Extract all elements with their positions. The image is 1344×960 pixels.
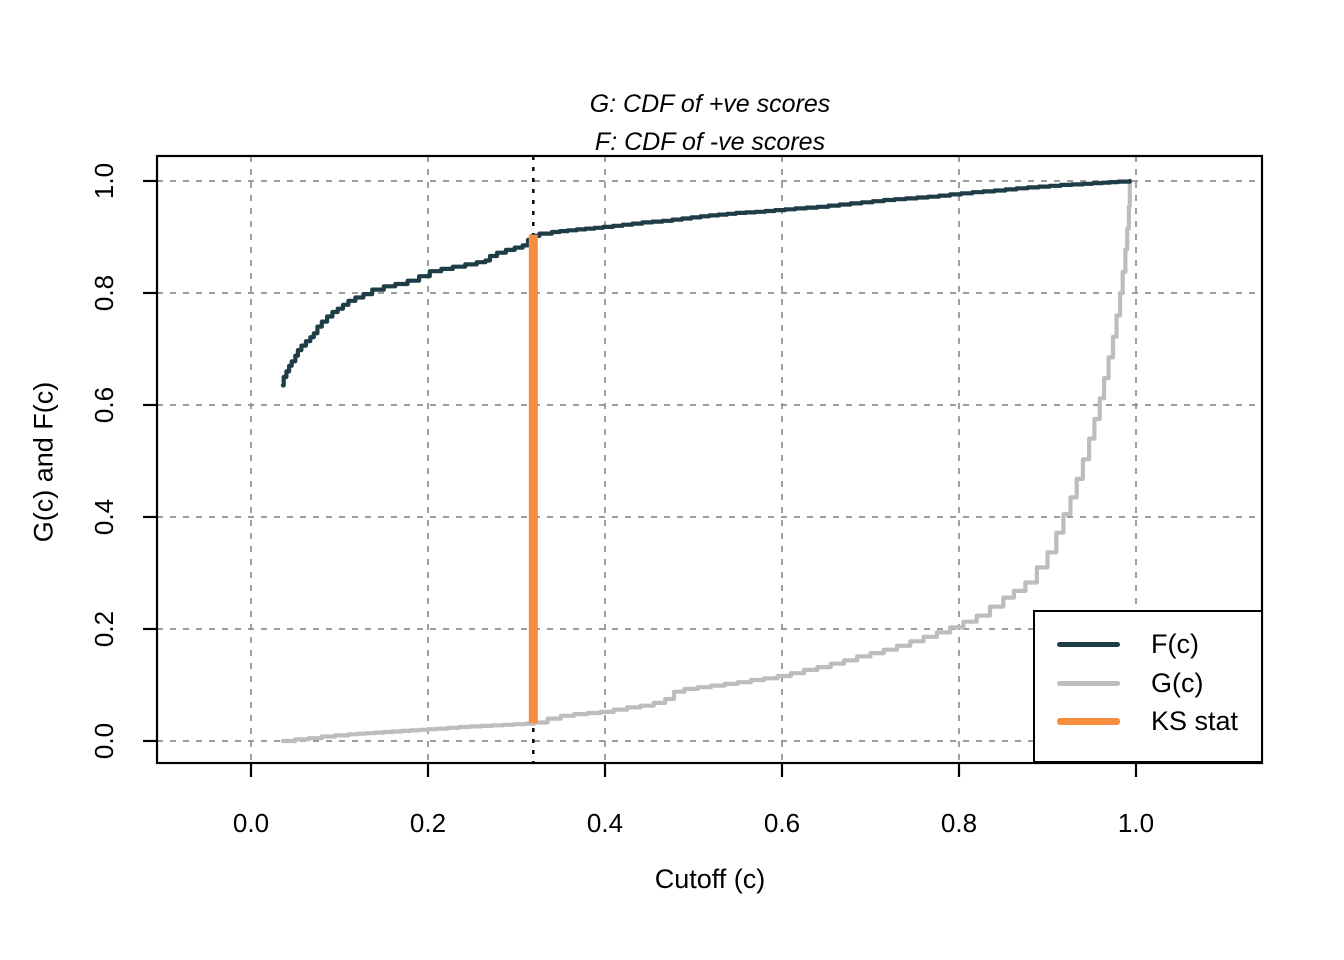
y-tick-label: 1.0 bbox=[89, 163, 119, 199]
legend-label-f: F(c) bbox=[1151, 628, 1199, 659]
x-tick-label: 0.8 bbox=[941, 808, 977, 838]
legend-item-ks: KS stat bbox=[1035, 703, 1261, 739]
x-tick-label: 1.0 bbox=[1118, 808, 1154, 838]
plot-border bbox=[155, 154, 1264, 765]
legend-item-g: G(c) bbox=[1035, 665, 1261, 701]
f-curve bbox=[280, 178, 1132, 388]
legend-item-f: F(c) bbox=[1035, 626, 1261, 662]
g-curve bbox=[280, 178, 1132, 744]
legend-line-ks bbox=[1057, 717, 1120, 725]
x-tick-label: 0.0 bbox=[233, 808, 269, 838]
y-tick-label: 0.8 bbox=[89, 275, 119, 311]
chart-title-line2: F: CDF of -ve scores bbox=[594, 128, 826, 156]
x-axis-title: Cutoff (c) bbox=[654, 864, 766, 894]
chart-title-line1: G: CDF of +ve scores bbox=[589, 90, 831, 118]
legend-label-g: G(c) bbox=[1151, 667, 1204, 698]
x-tick-label: 0.4 bbox=[587, 808, 623, 838]
x-tick-label: 0.2 bbox=[410, 808, 446, 838]
y-tick-label: 0.0 bbox=[89, 723, 119, 759]
y-tick-label: 0.2 bbox=[89, 611, 119, 647]
y-axis-title: G(c) and F(c) bbox=[28, 381, 59, 543]
x-tick-label: 0.6 bbox=[764, 808, 800, 838]
legend-box: F(c) G(c) KS stat bbox=[1033, 610, 1263, 763]
y-tick-label: 0.4 bbox=[89, 499, 119, 535]
legend-line-g bbox=[1057, 680, 1120, 686]
legend-line-f bbox=[1057, 641, 1120, 647]
y-tick-label: 0.6 bbox=[89, 387, 119, 423]
legend-label-ks: KS stat bbox=[1151, 705, 1239, 736]
